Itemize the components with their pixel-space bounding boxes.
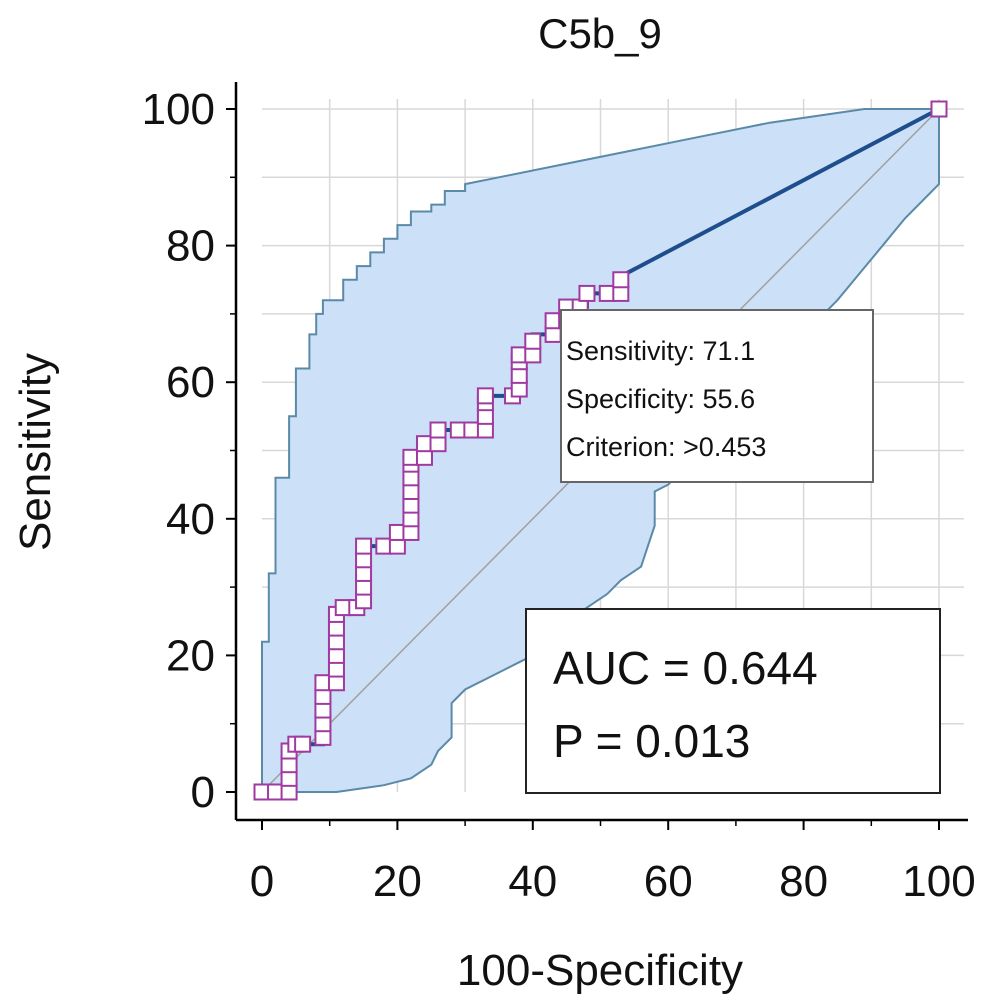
criterion-tooltip: Sensitivity: 71.1 Specificity: 55.6 Crit… bbox=[560, 309, 874, 483]
roc-point-marker bbox=[355, 537, 373, 555]
x-tick-label: 40 bbox=[508, 857, 557, 906]
tooltip-box bbox=[560, 309, 874, 483]
roc-point-marker bbox=[578, 284, 596, 302]
y-tick-label: 60 bbox=[166, 358, 215, 407]
y-tick-label: 20 bbox=[166, 631, 215, 680]
stats-box-frame bbox=[525, 608, 941, 794]
roc-point-marker bbox=[524, 332, 542, 350]
roc-point-marker bbox=[294, 735, 312, 753]
y-tick-label: 80 bbox=[166, 222, 215, 271]
tick-labels: 0 20 40 60 80 100 0 20 40 60 80 100 bbox=[142, 85, 976, 906]
stats-box: AUC = 0.644 P = 0.013 bbox=[525, 608, 941, 794]
x-tick-label: 60 bbox=[644, 857, 693, 906]
y-tick-label: 40 bbox=[166, 495, 215, 544]
p-value: P = 0.013 bbox=[553, 715, 750, 767]
roc-point-marker bbox=[429, 421, 447, 439]
x-axis-title: 100-Specificity bbox=[457, 946, 743, 995]
x-tick-label: 80 bbox=[779, 857, 828, 906]
tooltip-specificity: Specificity: 55.6 bbox=[566, 384, 755, 414]
roc-markers bbox=[253, 100, 948, 801]
y-tick-label: 100 bbox=[142, 85, 215, 134]
chart-title: C5b_9 bbox=[538, 10, 662, 57]
x-tick-label: 20 bbox=[373, 857, 422, 906]
tooltip-sensitivity: Sensitivity: 71.1 bbox=[566, 336, 755, 366]
auc-value: AUC = 0.644 bbox=[553, 642, 818, 694]
roc-point-marker bbox=[930, 100, 948, 118]
x-tick-label: 100 bbox=[902, 857, 975, 906]
y-axis-title: Sensitivity bbox=[11, 353, 60, 551]
x-tick-label: 0 bbox=[250, 857, 274, 906]
y-tick-label: 0 bbox=[191, 768, 215, 817]
roc-point-marker bbox=[612, 271, 630, 289]
tooltip-criterion: Criterion: >0.453 bbox=[566, 432, 766, 462]
roc-point-marker bbox=[476, 387, 494, 405]
